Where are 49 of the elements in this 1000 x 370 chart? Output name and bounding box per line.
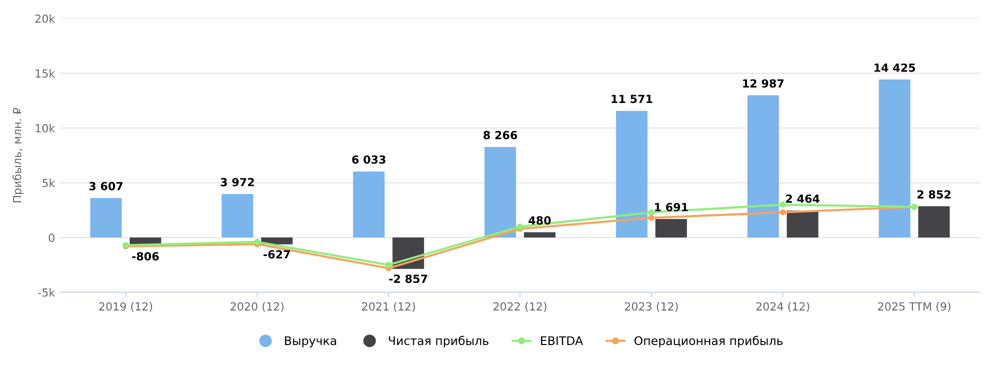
y-tick-label: 10k <box>36 124 56 132</box>
bar <box>878 80 910 238</box>
y-tick-label: 5k <box>42 178 56 188</box>
x-tick-label: 2020 (12) <box>230 302 284 312</box>
point <box>648 209 655 216</box>
point <box>516 223 524 230</box>
y-tick-label: 15k <box>36 69 56 78</box>
bar <box>616 110 648 238</box>
x-tick-label: 2024 (12) <box>756 302 810 312</box>
point <box>780 209 786 216</box>
data-label: 3 607 <box>89 182 123 190</box>
point <box>648 214 655 221</box>
bar <box>747 95 779 238</box>
point <box>780 202 786 208</box>
data-label: 14 425 <box>874 63 916 72</box>
data-label: -806 <box>132 252 159 261</box>
data-label: 11 571 <box>612 94 652 104</box>
legend-label: Операционная прибыль <box>634 336 783 348</box>
data-label: 3 972 <box>220 178 254 186</box>
x-tick-label: 2025 TTM (9) <box>878 302 950 312</box>
y-tick-label: -5k <box>38 288 56 297</box>
data-label: -627 <box>264 250 290 259</box>
bar <box>918 206 950 238</box>
x-tick-label: 2019 (12) <box>99 302 152 312</box>
legend-label: Чистая прибыль <box>388 336 488 348</box>
bar <box>655 219 687 238</box>
bar <box>786 210 818 238</box>
x-tick-label: 2021 (12) <box>362 302 415 312</box>
point <box>385 262 392 268</box>
bar <box>222 194 254 238</box>
legend-label: Выручка <box>285 336 336 348</box>
data-label: 2 852 <box>917 190 950 199</box>
data-label: 8 266 <box>484 130 518 140</box>
data-label: 1 691 <box>655 202 688 212</box>
data-label: 6 033 <box>352 155 386 164</box>
data-label: 2 464 <box>786 194 820 203</box>
y-tick-label: 20k <box>35 14 56 23</box>
y-axis-title: Прибыль, млн. ₽ <box>12 108 24 202</box>
data-label: 480 <box>528 216 551 225</box>
bar <box>353 171 385 238</box>
data-label: -2 857 <box>389 274 428 283</box>
data-label: 12 987 <box>743 79 784 88</box>
x-tick-label: 2023 (12) <box>624 302 678 312</box>
bar <box>90 198 122 238</box>
bar <box>524 232 556 238</box>
y-tick-label: 0 <box>48 234 54 242</box>
x-tick-label: 2022 (12) <box>494 302 546 312</box>
bar <box>484 147 516 238</box>
legend-label: EBITDA <box>541 336 583 345</box>
